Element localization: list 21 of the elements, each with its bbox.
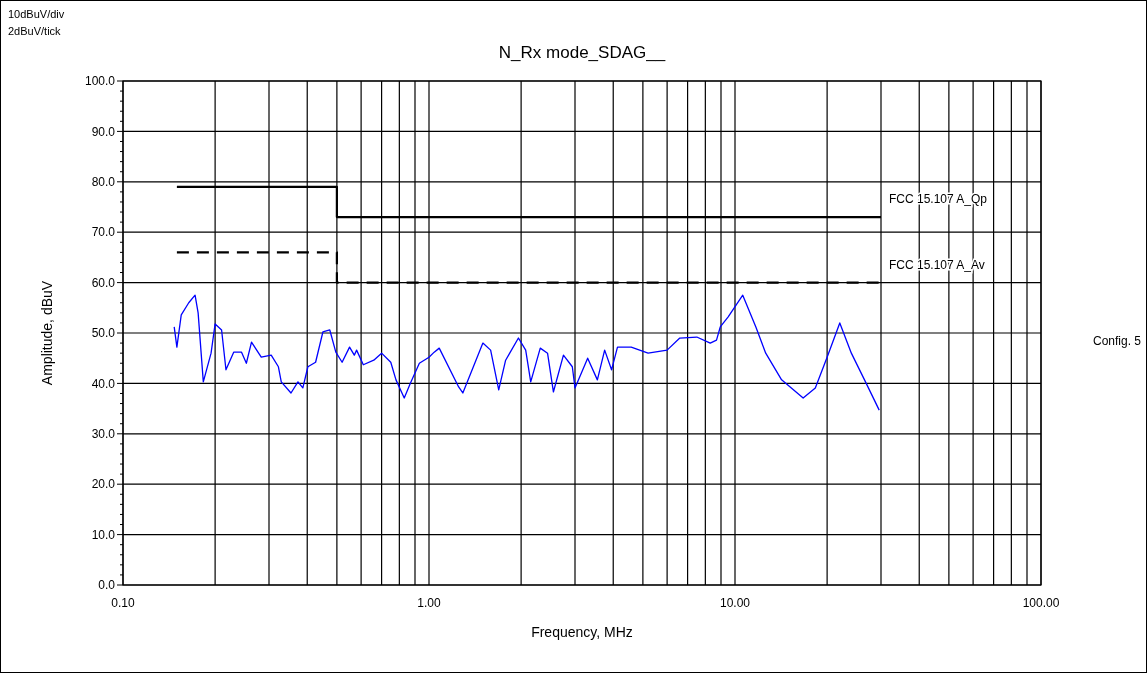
- y-tick-label: 70.0: [91, 225, 116, 240]
- x-tick-label: 10.00: [719, 596, 751, 610]
- y-tick-label: 60.0: [91, 275, 116, 290]
- text: 2dBuV/tick: [8, 25, 62, 37]
- text: Config. 5: [1092, 334, 1142, 348]
- y-tick-label: 80.0: [91, 175, 116, 189]
- x-tick-label: 1.00: [417, 596, 441, 610]
- x-axis-title: Frequency, MHz: [531, 624, 633, 640]
- y-tick-label: 10.0: [91, 527, 116, 542]
- y-tick-label: 90.0: [91, 124, 116, 139]
- chart-title: N_Rx mode_SDAG__: [498, 43, 666, 62]
- y-tick-label: 0.0: [98, 578, 116, 593]
- y-tick-label: 50.0: [91, 326, 116, 341]
- y-axis-title: Amplitude, dBuV: [39, 280, 55, 386]
- y-tick-label: 40.0: [91, 376, 116, 391]
- x-tick-label: 100.00: [1022, 596, 1060, 610]
- text: 10dBuV/div: [8, 8, 65, 20]
- y-tick-label: 100.0: [84, 74, 116, 89]
- y-tick-label: 20.0: [91, 477, 116, 492]
- y-tick-label: 30.0: [91, 427, 116, 441]
- x-tick-label: 0.10: [111, 596, 135, 610]
